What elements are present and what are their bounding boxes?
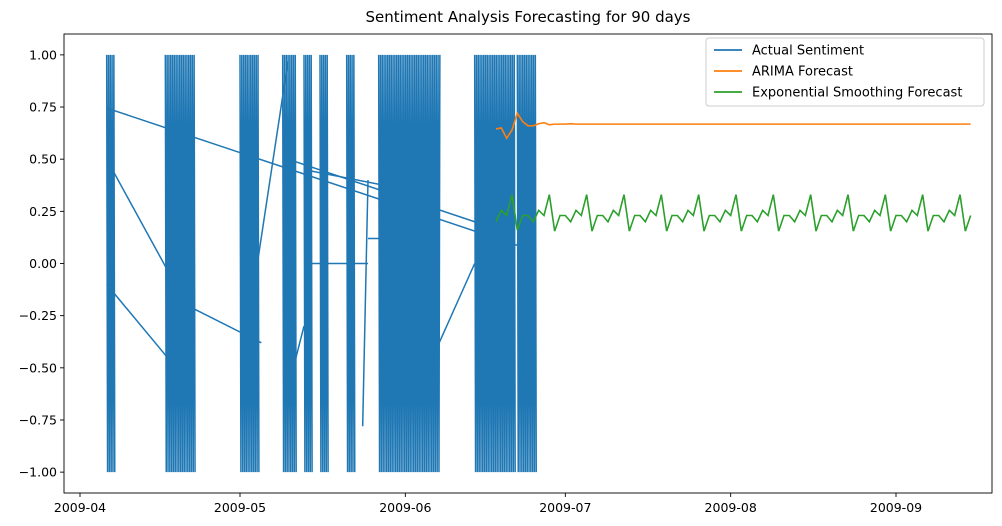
x-tick-label: 2009-06 (379, 500, 431, 515)
actual-sentiment-block (377, 54, 441, 473)
actual-connector-line (436, 263, 476, 348)
y-axis: 1.00 0.75 0.50 0.25 0.00 −0.25 −0.50 −0.75 −1.00 (19, 47, 64, 480)
actual-sentiment-block (473, 54, 516, 473)
y-tick-label: −0.50 (19, 360, 57, 375)
actual-sentiment-block (239, 54, 260, 473)
series-actual-sentiment (105, 54, 537, 473)
legend: Actual Sentiment ARIMA Forecast Exponentia… (705, 37, 985, 107)
legend-label: Actual Sentiment (752, 44, 864, 59)
legend-label: Exponential Smoothing Forecast (752, 86, 962, 101)
actual-sentiment-block (345, 54, 356, 473)
y-tick-label: 0.50 (29, 152, 57, 167)
legend-item: Exponential Smoothing Forecast (714, 86, 962, 101)
actual-sentiment-block (164, 54, 196, 473)
actual-sentiment-block (105, 54, 116, 473)
legend-label: ARIMA Forecast (752, 65, 853, 80)
y-tick-label: 0.00 (29, 256, 57, 271)
y-tick-label: −0.75 (19, 412, 57, 427)
y-tick-label: −0.25 (19, 308, 57, 323)
forecast-line (495, 194, 972, 232)
actual-sentiment-block (516, 54, 537, 473)
y-tick-label: 0.75 (29, 100, 57, 115)
forecast-line (495, 111, 971, 140)
actual-sentiment-block (281, 54, 297, 473)
y-tick-label: 1.00 (29, 47, 57, 62)
x-tick-label: 2009-09 (870, 500, 922, 515)
y-tick-label: −1.00 (19, 465, 57, 480)
legend-item: ARIMA Forecast (714, 65, 853, 80)
x-tick-label: 2009-07 (539, 500, 591, 515)
y-tick-label: 0.25 (29, 204, 57, 219)
actual-sentiment-block (303, 54, 313, 473)
series-layer (105, 54, 972, 473)
x-axis: 2009-04 2009-05 2009-06 2009-07 2009-08 2009-… (54, 493, 922, 515)
legend-box (705, 37, 985, 107)
actual-connector-line (106, 283, 177, 369)
series-exponential-smoothing-forecast (495, 194, 972, 232)
x-tick-label: 2009-08 (705, 500, 757, 515)
legend-item: Actual Sentiment (714, 44, 864, 59)
x-tick-label: 2009-05 (214, 500, 266, 515)
series-arima-forecast (495, 111, 971, 140)
chart-title: Sentiment Analysis Forecasting for 90 da… (366, 8, 691, 26)
actual-sentiment-block (319, 54, 329, 473)
x-tick-label: 2009-04 (54, 500, 106, 515)
actual-connector-line (361, 180, 369, 427)
